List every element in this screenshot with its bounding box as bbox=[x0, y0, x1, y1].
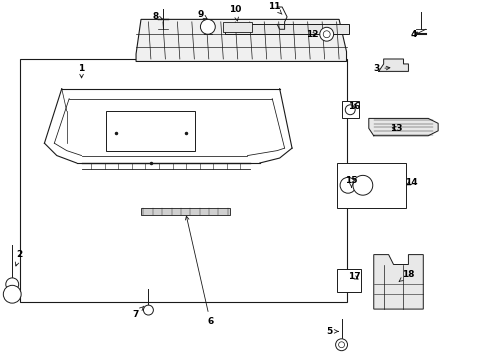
Text: 10: 10 bbox=[228, 5, 241, 21]
Bar bbox=[222, 22, 252, 32]
Bar bbox=[336, 270, 361, 292]
Circle shape bbox=[335, 339, 347, 351]
Circle shape bbox=[352, 175, 372, 195]
Text: 9: 9 bbox=[197, 10, 206, 19]
Polygon shape bbox=[136, 19, 346, 62]
Circle shape bbox=[339, 177, 355, 193]
Text: 5: 5 bbox=[325, 327, 337, 336]
Text: 18: 18 bbox=[398, 270, 414, 282]
Circle shape bbox=[319, 27, 333, 41]
Bar bbox=[106, 111, 195, 150]
Bar bbox=[341, 101, 358, 118]
Polygon shape bbox=[368, 118, 437, 136]
Text: 3: 3 bbox=[372, 64, 389, 73]
Circle shape bbox=[3, 285, 21, 303]
Text: 7: 7 bbox=[133, 306, 143, 319]
Text: 17: 17 bbox=[347, 273, 360, 282]
Circle shape bbox=[323, 31, 329, 38]
Text: 16: 16 bbox=[347, 102, 360, 111]
Bar bbox=[225, 24, 348, 34]
Polygon shape bbox=[378, 59, 407, 71]
Circle shape bbox=[200, 19, 215, 34]
Text: 2: 2 bbox=[15, 250, 23, 266]
Polygon shape bbox=[373, 255, 423, 309]
Text: 15: 15 bbox=[345, 176, 357, 188]
Circle shape bbox=[143, 305, 153, 315]
Bar bbox=[141, 208, 230, 215]
Text: 14: 14 bbox=[404, 178, 416, 187]
Circle shape bbox=[345, 105, 354, 115]
Text: 6: 6 bbox=[185, 216, 213, 326]
Text: 1: 1 bbox=[78, 64, 84, 78]
Text: 11: 11 bbox=[268, 3, 282, 14]
Bar bbox=[336, 163, 405, 208]
Text: 13: 13 bbox=[389, 124, 402, 133]
Circle shape bbox=[338, 342, 344, 348]
Text: 4: 4 bbox=[409, 30, 417, 39]
Text: 8: 8 bbox=[152, 12, 162, 21]
Text: 12: 12 bbox=[305, 30, 318, 39]
Bar bbox=[20, 59, 346, 302]
Circle shape bbox=[6, 278, 19, 291]
